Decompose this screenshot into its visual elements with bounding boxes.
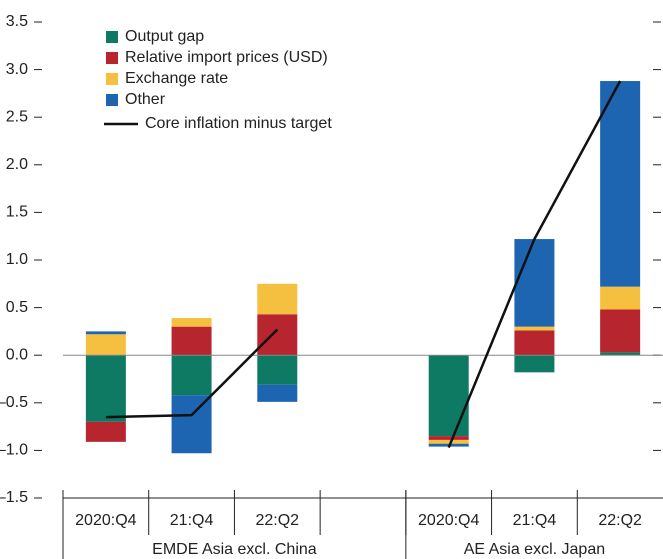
y-tick-label: 1.5 (6, 204, 28, 221)
bar-segment (428, 355, 469, 437)
legend-label: Relative import prices (USD) (125, 49, 328, 66)
line-series (105, 328, 279, 419)
y-tick-label: –0.5 (0, 394, 28, 411)
bar-segment (85, 331, 126, 335)
bar-segment (257, 283, 298, 315)
x-tick-label: 21:Q4 (513, 512, 557, 529)
bar-segment (600, 352, 641, 356)
y-tick-label: –1.0 (0, 442, 28, 459)
group-label: AE Asia excl. Japan (464, 541, 605, 558)
bar-segment (600, 81, 641, 287)
legend-label: Output gap (125, 28, 204, 45)
bar-segment (257, 384, 298, 402)
y-tick-label: 3.5 (6, 13, 28, 30)
legend-swatch (106, 73, 118, 85)
x-tick-label: 2020:Q4 (75, 512, 136, 529)
bar-segment (171, 326, 212, 356)
x-tick-label: 2020:Q4 (418, 512, 479, 529)
bar-segment (514, 326, 555, 331)
line-series (447, 80, 622, 449)
y-tick-label: 2.5 (6, 108, 28, 125)
y-tick-label: 0.5 (6, 299, 28, 316)
bar-segment (600, 309, 641, 353)
legend-label: Other (125, 91, 166, 108)
bar-segment (171, 318, 212, 327)
bar-segment (514, 355, 555, 373)
legend-label: Exchange rate (125, 70, 228, 87)
legend-swatch (106, 31, 118, 43)
x-tick-label: 21:Q4 (170, 512, 214, 529)
bar-segment (600, 286, 641, 310)
y-tick-label: 0.0 (6, 346, 28, 363)
legend-swatch (106, 52, 118, 64)
legend-label: Core inflation minus target (145, 115, 332, 132)
bar-segment (171, 355, 212, 396)
y-tick-label: 1.0 (6, 251, 28, 268)
bar-segment (85, 421, 126, 442)
bar-segment (514, 239, 555, 327)
x-tick-label: 22:Q2 (255, 512, 299, 529)
bar-segment (85, 355, 126, 422)
bar-segment (257, 314, 298, 356)
y-tick-label: –1.5 (0, 489, 28, 506)
group-label: EMDE Asia excl. China (152, 541, 317, 558)
bar-segment (428, 436, 469, 440)
bar-segment (257, 355, 298, 385)
y-tick-label: 2.0 (6, 156, 28, 173)
bar-segment (171, 395, 212, 454)
bar-segment (428, 439, 469, 444)
bar-segment (514, 330, 555, 356)
legend-swatch (106, 94, 118, 106)
bar-segment (85, 334, 126, 356)
x-tick-label: 22:Q2 (598, 512, 642, 529)
y-tick-label: 3.0 (6, 61, 28, 78)
